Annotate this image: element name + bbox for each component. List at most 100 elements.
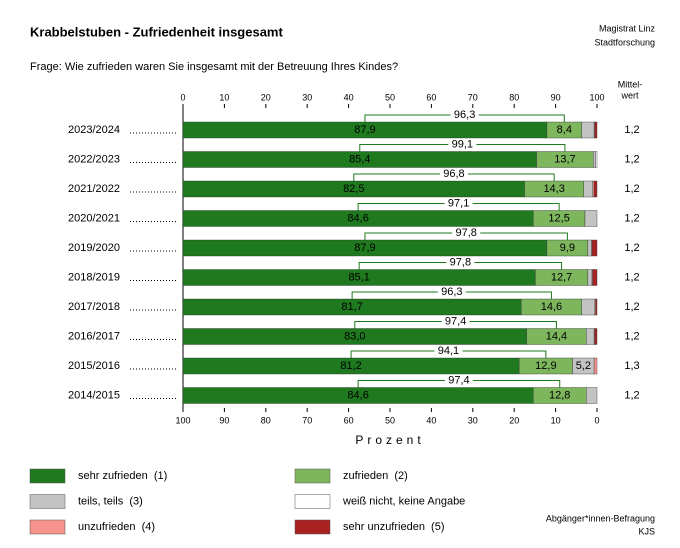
mean-label: 1,2 [624,330,639,342]
mean-label: 1,2 [624,212,639,224]
x-tick-label: 100 [589,92,604,102]
chart-title: Krabbelstuben - Zufriedenheit insgesamt [30,24,283,39]
legend-label: sehr unzufrieden (5) [343,521,445,533]
category-label: 2023/2024 [68,124,120,136]
legend-swatch [29,494,66,509]
x2-tick-label: 20 [509,415,519,425]
total-label-bg [444,374,473,387]
total-label: 97,4 [448,374,469,386]
value-label: 12,8 [549,389,570,401]
category-label: 2017/2018 [68,301,120,313]
x-tick-label: 90 [551,92,561,102]
value-label: 81,2 [340,360,361,372]
value-label: 81,7 [341,301,362,313]
value-label: 13,7 [554,153,575,165]
total-label-bg [434,345,463,357]
total-label-bg [441,315,470,328]
value-label: 8,4 [557,124,572,136]
bar-segment [591,239,598,257]
x2-tick-label: 90 [219,415,229,425]
total-label: 96,8 [443,168,464,180]
mean-label: 1,2 [624,183,639,195]
footer: KJS [638,526,655,536]
value-label: 12,9 [535,360,556,372]
x-tick-label: 30 [302,92,312,102]
value-label: 9,9 [560,242,575,254]
legend-label: sehr zufrieden (1) [78,470,167,482]
value-label: 14,4 [546,330,567,342]
x-tick-label: 20 [261,92,271,102]
mean-header: wert [620,90,639,100]
mean-label: 1,2 [624,153,639,165]
mean-label: 1,2 [624,389,639,401]
value-label: 14,6 [541,301,562,313]
category-label: 2021/2022 [68,183,120,195]
bar-segment [586,328,595,345]
bar-segment [593,357,598,375]
legend-label: weiß nicht, keine Angabe [342,495,465,507]
bar-segment [587,269,593,286]
x-tick-label: 50 [385,92,395,102]
value-label: 84,6 [347,389,368,401]
value-label: 12,7 [551,271,572,283]
bar-segment [586,387,598,404]
bar-segment [581,121,595,139]
legend-label: zufrieden (2) [343,470,408,482]
bar-segment [593,180,598,198]
legend-swatch [29,468,66,484]
bar-segment [594,328,598,345]
total-label: 99,1 [452,138,473,150]
total-label-bg [437,286,466,298]
bar-segment [595,151,598,168]
total-label: 97,8 [450,256,471,268]
x2-tick-label: 50 [385,415,395,425]
x2-tick-label: 100 [175,415,190,425]
value-label: 87,9 [354,124,375,136]
category-label: 2019/2020 [68,242,120,254]
x2-tick-label: 10 [551,415,561,425]
value-label: 12,5 [548,212,569,224]
source: Magistrat Linz [599,23,656,33]
x-tick-label: 60 [426,92,436,102]
x-tick-label: 40 [344,92,354,102]
footer: Abgänger*innen-Befragung [546,513,655,523]
value-label: 87,9 [354,242,375,254]
source: Stadtforschung [594,37,655,47]
category-label: 2015/2016 [68,360,120,372]
mean-label: 1,2 [624,271,639,283]
legend-swatch [294,468,331,484]
mean-label: 1,3 [624,360,639,372]
total-label: 97,4 [445,315,466,327]
x2-tick-label: 70 [302,415,312,425]
bar-segment [587,239,592,257]
value-label: 85,4 [349,153,370,165]
category-label: 2016/2017 [68,330,120,342]
total-label: 97,1 [448,197,469,209]
category-label: 2018/2019 [68,271,120,283]
value-label: 84,6 [347,212,368,224]
value-label: 5,2 [576,360,591,372]
mean-label: 1,2 [624,242,639,254]
x2-tick-label: 30 [468,415,478,425]
mean-label: 1,2 [624,124,639,136]
legend-swatch [294,494,331,509]
total-label: 96,3 [441,286,462,298]
x-tick-label: 70 [468,92,478,102]
total-label: 96,3 [454,109,475,121]
category-label: 2014/2015 [68,389,120,401]
subtitle: Frage: Wie zufrieden waren Sie insgesamt… [30,61,398,73]
x2-tick-label: 40 [426,415,436,425]
x2-tick-label: 80 [261,415,271,425]
value-label: 14,3 [543,183,564,195]
bar-segment [595,298,598,316]
total-label: 97,8 [455,227,476,239]
total-label-bg [448,138,477,151]
x2-tick-label: 0 [594,415,599,425]
x-tick-label: 80 [509,92,519,102]
mean-label: 1,2 [624,301,639,313]
total-label-bg [444,197,473,210]
value-label: 82,5 [343,183,364,195]
bar-segment [584,210,598,227]
x2-tick-label: 60 [344,415,354,425]
